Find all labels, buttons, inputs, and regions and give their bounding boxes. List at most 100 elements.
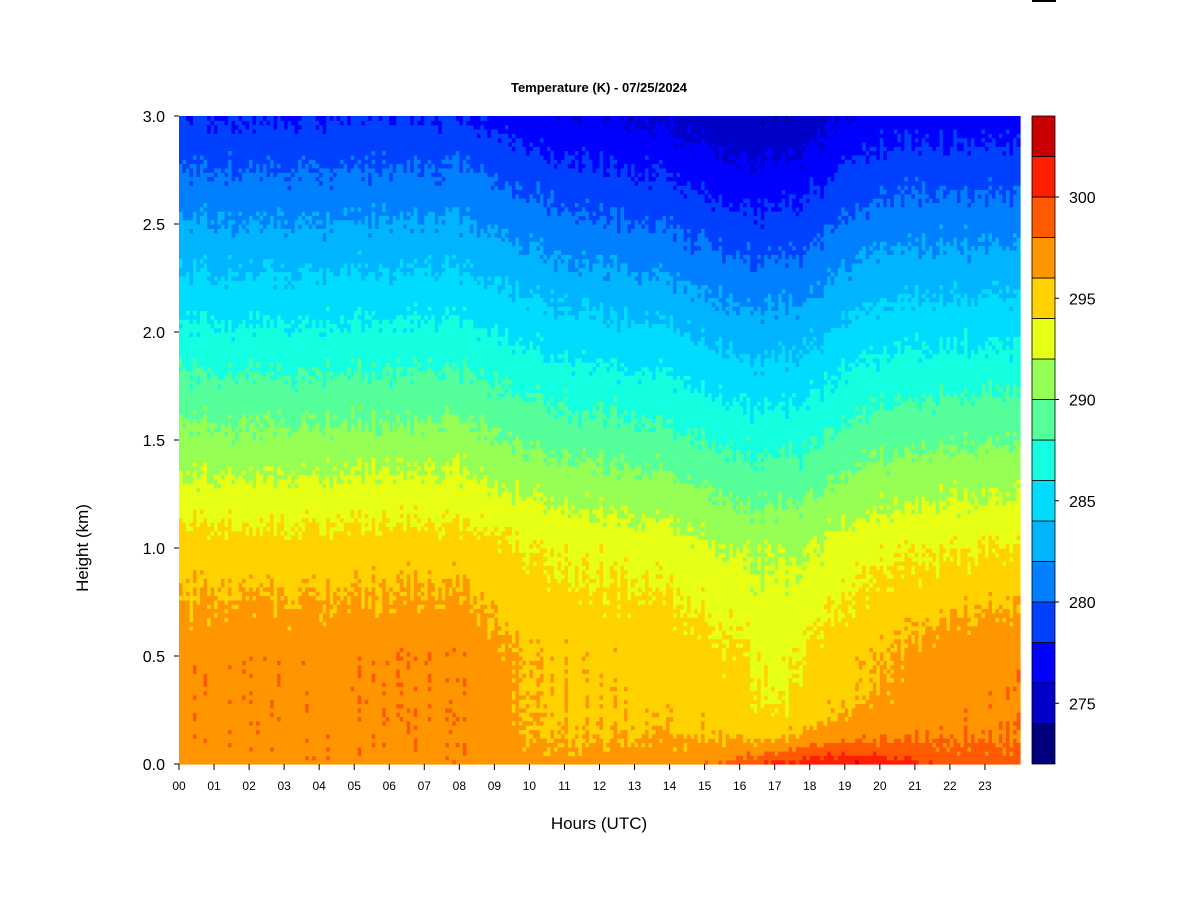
heatmap-cell (260, 189, 264, 194)
heatmap-cell (186, 440, 190, 445)
heatmap-cell (190, 539, 194, 544)
heatmap-cell (204, 548, 208, 553)
heatmap-cell (204, 518, 208, 523)
heatmap-cell (260, 682, 264, 687)
heatmap-cell (232, 570, 236, 575)
heatmap-cell (228, 535, 232, 540)
heatmap-cell (200, 129, 204, 134)
heatmap-cell (190, 211, 194, 216)
heatmap-cell (221, 518, 225, 523)
heatmap-cell (249, 552, 253, 557)
heatmap-cell (263, 267, 267, 272)
heatmap-cell (263, 678, 267, 683)
heatmap-cell (186, 328, 190, 333)
heatmap-cell (288, 760, 292, 765)
heatmap-cell (214, 237, 218, 242)
heatmap-cell (239, 401, 243, 406)
heatmap-cell (186, 138, 190, 143)
heatmap-cell (281, 427, 285, 432)
heatmap-cell (225, 345, 229, 350)
heatmap-cell (284, 721, 288, 726)
heatmap-cell (232, 120, 236, 125)
heatmap-cell (214, 479, 218, 484)
heatmap-cell (242, 328, 246, 333)
heatmap-cell (193, 462, 197, 467)
heatmap-cell (235, 656, 239, 661)
heatmap-cell (179, 306, 183, 311)
heatmap-cell (253, 678, 257, 683)
heatmap-cell (288, 392, 292, 397)
heatmap-cell (214, 578, 218, 583)
heatmap-cell (246, 302, 250, 307)
heatmap-cell (260, 583, 264, 588)
heatmap-cell (193, 518, 197, 523)
heatmap-cell (186, 367, 190, 372)
heatmap-cell (235, 431, 239, 436)
heatmap-cell (186, 535, 190, 540)
heatmap-cell (204, 665, 208, 670)
heatmap-cell (214, 362, 218, 367)
heatmap-cell (211, 639, 215, 644)
heatmap-cell (267, 643, 271, 648)
heatmap-cell (284, 401, 288, 406)
heatmap-cell (263, 492, 267, 497)
heatmap-cell (225, 583, 229, 588)
heatmap-cell (242, 263, 246, 268)
heatmap-cell (200, 570, 204, 575)
heatmap-cell (256, 725, 260, 730)
heatmap-cell (239, 241, 243, 246)
heatmap-cell (211, 159, 215, 164)
heatmap-cell (263, 155, 267, 160)
heatmap-cell (267, 760, 271, 765)
heatmap-cell (263, 617, 267, 622)
heatmap-cell (263, 552, 267, 557)
heatmap-cell (183, 159, 187, 164)
heatmap-cell (197, 475, 201, 480)
heatmap-cell (288, 341, 292, 346)
heatmap-cell (232, 492, 236, 497)
heatmap-cell (284, 215, 288, 220)
heatmap-cell (295, 643, 299, 648)
heatmap-cell (232, 146, 236, 151)
heatmap-cell (253, 660, 257, 665)
heatmap-cell (207, 267, 211, 272)
heatmap-cell (228, 302, 232, 307)
heatmap-cell (263, 228, 267, 233)
heatmap-cell (291, 574, 295, 579)
heatmap-cell (239, 626, 243, 631)
heatmap-cell (235, 125, 239, 130)
heatmap-cell (284, 449, 288, 454)
heatmap-cell (267, 397, 271, 402)
heatmap-cell (235, 228, 239, 233)
heatmap-cell (186, 202, 190, 207)
heatmap-cell (239, 531, 243, 536)
heatmap-cell (183, 436, 187, 441)
heatmap-cell (204, 151, 208, 156)
heatmap-cell (235, 427, 239, 432)
heatmap-cell (284, 276, 288, 281)
heatmap-cell (190, 526, 194, 531)
heatmap-cell (190, 388, 194, 393)
heatmap-cell (291, 354, 295, 359)
heatmap-cell (186, 431, 190, 436)
heatmap-cell (277, 133, 281, 138)
heatmap-cell (228, 492, 232, 497)
heatmap-cell (260, 738, 264, 743)
heatmap-cell (235, 604, 239, 609)
heatmap-cell (253, 133, 257, 138)
heatmap-cell (235, 539, 239, 544)
heatmap-cell (256, 405, 260, 410)
heatmap-cell (190, 630, 194, 635)
heatmap-cell (228, 444, 232, 449)
heatmap-cell (207, 548, 211, 553)
heatmap-cell (256, 449, 260, 454)
heatmap-cell (211, 414, 215, 419)
heatmap-cell (211, 660, 215, 665)
heatmap-cell (197, 760, 201, 765)
heatmap-cell (218, 332, 222, 337)
heatmap-cell (193, 289, 197, 294)
heatmap-cell (260, 211, 264, 216)
heatmap-cell (253, 449, 257, 454)
heatmap-cell (242, 133, 246, 138)
heatmap-cell (211, 397, 215, 402)
